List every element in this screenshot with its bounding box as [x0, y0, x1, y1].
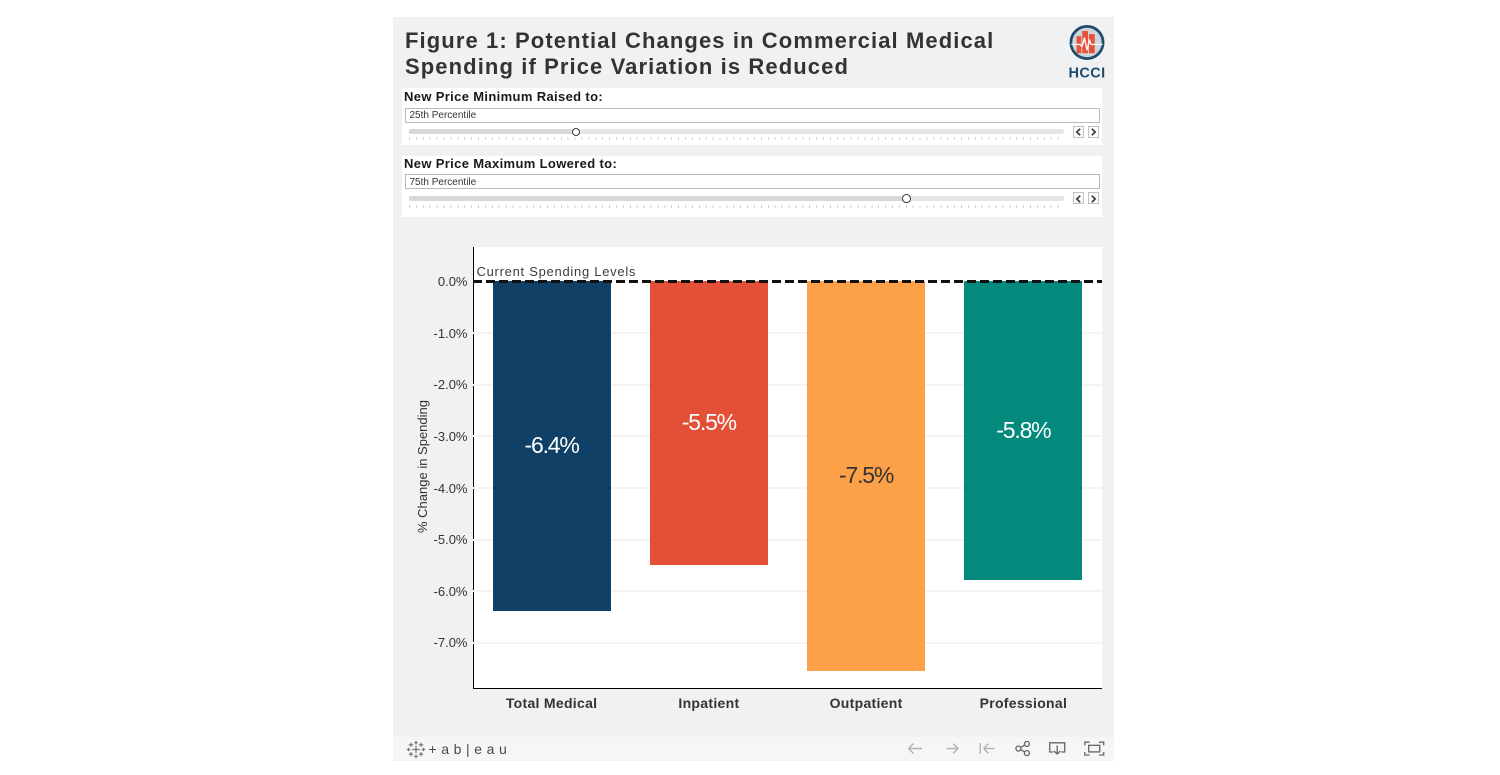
svg-text:+ab|eau: +ab|eau	[429, 741, 512, 757]
svg-text:HCCI: HCCI	[1068, 66, 1105, 82]
